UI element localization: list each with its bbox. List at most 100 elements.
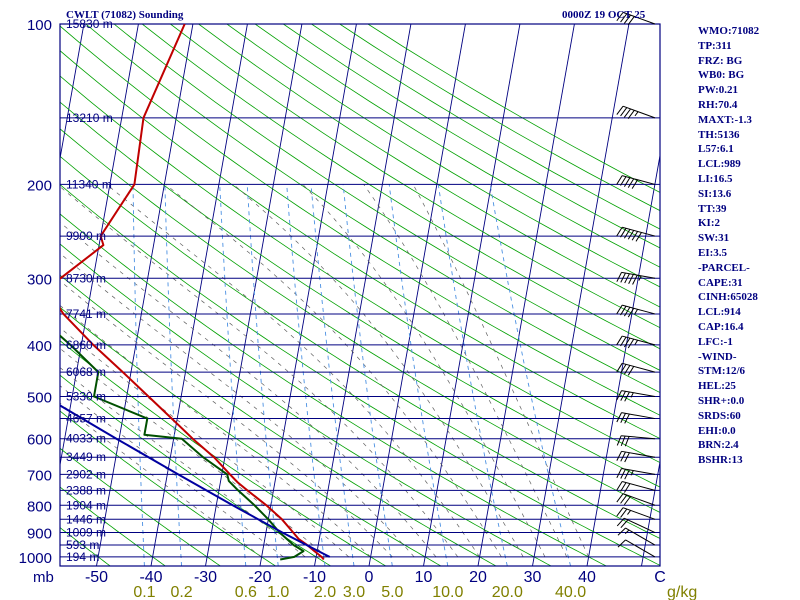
- moist-adiabat: [60, 327, 350, 558]
- wind-barb: [616, 507, 656, 520]
- dry-adiabat: [60, 75, 660, 463]
- wind-barb: [616, 517, 656, 533]
- dry-adiabat: [141, 24, 660, 350]
- index-item: SI:13.6: [698, 187, 732, 200]
- pressure-tick-label: 200: [27, 177, 52, 194]
- index-item: CAPE:31: [698, 276, 743, 289]
- temperature-tick-label: -20: [248, 569, 271, 586]
- dry-adiabat: [60, 306, 442, 566]
- isotherm: [60, 24, 85, 162]
- wind-barb: [616, 362, 656, 376]
- wind-barb: [616, 105, 656, 119]
- isotherm: [60, 24, 139, 468]
- temperature-tick-label: 10: [415, 569, 433, 586]
- moist-adiabat: [363, 184, 568, 558]
- mixing-ratio-unit-label: g/kg: [667, 584, 697, 600]
- wind-barb: [616, 11, 656, 26]
- dry-adiabat: [60, 527, 111, 566]
- height-label: 1009 m: [66, 526, 106, 540]
- mixing-ratio-label: 1.0: [267, 584, 289, 600]
- index-item: LCL:989: [698, 158, 741, 171]
- dry-adiabat: [60, 101, 660, 488]
- height-label: 1446 m: [66, 512, 106, 526]
- isotherm: [314, 24, 412, 566]
- height-label: 11340 m: [66, 177, 112, 191]
- isotherm: [532, 24, 630, 566]
- dry-adiabat: [60, 50, 660, 440]
- isotherm: [368, 24, 466, 566]
- wind-barb: [616, 467, 656, 480]
- index-item: STM:12/6: [698, 365, 746, 378]
- wind-barb: [616, 271, 656, 285]
- mixing-ratio-label: 5.0: [381, 584, 403, 600]
- pressure-tick-label: 500: [27, 389, 52, 406]
- isotherm: [0, 24, 29, 566]
- mixing-ratio-label: 40.0: [555, 584, 586, 600]
- dry-adiabat: [254, 24, 660, 268]
- wind-barb: [616, 226, 656, 242]
- height-label: 13210 m: [66, 111, 113, 125]
- index-item: EI:3.5: [698, 246, 728, 259]
- pressure-tick-label: 900: [27, 526, 52, 543]
- mixing-ratio-line: [388, 184, 449, 566]
- isotherm: [150, 24, 248, 566]
- chart-datetime: 0000Z 19 OCT 25: [562, 9, 646, 21]
- pressure-tick-label: 800: [27, 498, 52, 515]
- dry-adiabat: [170, 24, 660, 329]
- index-item: KI:2: [698, 217, 720, 230]
- moist-adiabat: [302, 184, 546, 558]
- temperature-unit-label: C: [654, 569, 666, 586]
- dry-adiabat: [60, 410, 276, 566]
- dry-adiabat: [60, 25, 660, 416]
- dry-adiabat: [60, 155, 660, 539]
- height-label: 5330 m: [66, 389, 106, 403]
- mixing-ratio-label: 0.1: [133, 584, 155, 600]
- plot-frame: [59, 23, 661, 567]
- dry-adiabat: [60, 184, 660, 566]
- wind-barb: [616, 390, 656, 402]
- temperature-tick-label: 30: [524, 569, 542, 586]
- wind-barb: [616, 493, 656, 506]
- moist-adiabat: [165, 184, 502, 558]
- mixing-ratio-label: 0.6: [235, 584, 257, 600]
- dry-adiabat: [85, 24, 660, 394]
- pressure-tick-label: 100: [27, 17, 52, 34]
- isotherm: [96, 24, 194, 566]
- pressure-tick-label: 300: [27, 271, 52, 288]
- wind-barb: [617, 539, 656, 558]
- dry-adiabat: [60, 486, 166, 566]
- index-item: WMO:71082: [698, 25, 760, 37]
- wind-barb: [616, 435, 656, 447]
- index-item: TP:311: [698, 39, 732, 52]
- height-label: 15830 m: [66, 17, 113, 31]
- wind-barb: [616, 304, 656, 318]
- sounding-profiles: [60, 24, 331, 561]
- temperature-tick-label: 0: [365, 569, 374, 586]
- index-item: SHR+:0.0: [698, 394, 745, 407]
- pressure-tick-label: 600: [27, 432, 52, 449]
- mixing-ratio-label: 20.0: [492, 584, 523, 600]
- mixing-ratio-line: [342, 184, 393, 566]
- chart-title: CWLT (71082) Sounding: [66, 9, 184, 21]
- index-item: CAP:16.4: [698, 320, 744, 333]
- wind-barb: [616, 335, 656, 349]
- temperature-tick-label: 40: [578, 569, 596, 586]
- mixing-ratio-label: 10.0: [432, 584, 463, 600]
- index-item: TT:39: [698, 202, 727, 215]
- moist-adiabat: [60, 252, 415, 558]
- wind-barb: [616, 481, 656, 493]
- index-item: BRN:2.4: [698, 439, 739, 452]
- mixing-ratio-label: 3.0: [343, 584, 365, 600]
- height-label: 2902 m: [66, 467, 106, 481]
- moist-adiabat: [60, 186, 459, 558]
- index-item: L57:6.1: [698, 143, 734, 156]
- index-item: PW:0.21: [698, 84, 739, 97]
- height-label: 1904 m: [66, 498, 106, 512]
- series-temperature-line: [60, 24, 325, 561]
- grid-lines: [0, 23, 661, 567]
- height-label: 6860 m: [66, 338, 106, 352]
- index-item: RH:70.4: [698, 98, 738, 111]
- wind-barb: [617, 527, 656, 546]
